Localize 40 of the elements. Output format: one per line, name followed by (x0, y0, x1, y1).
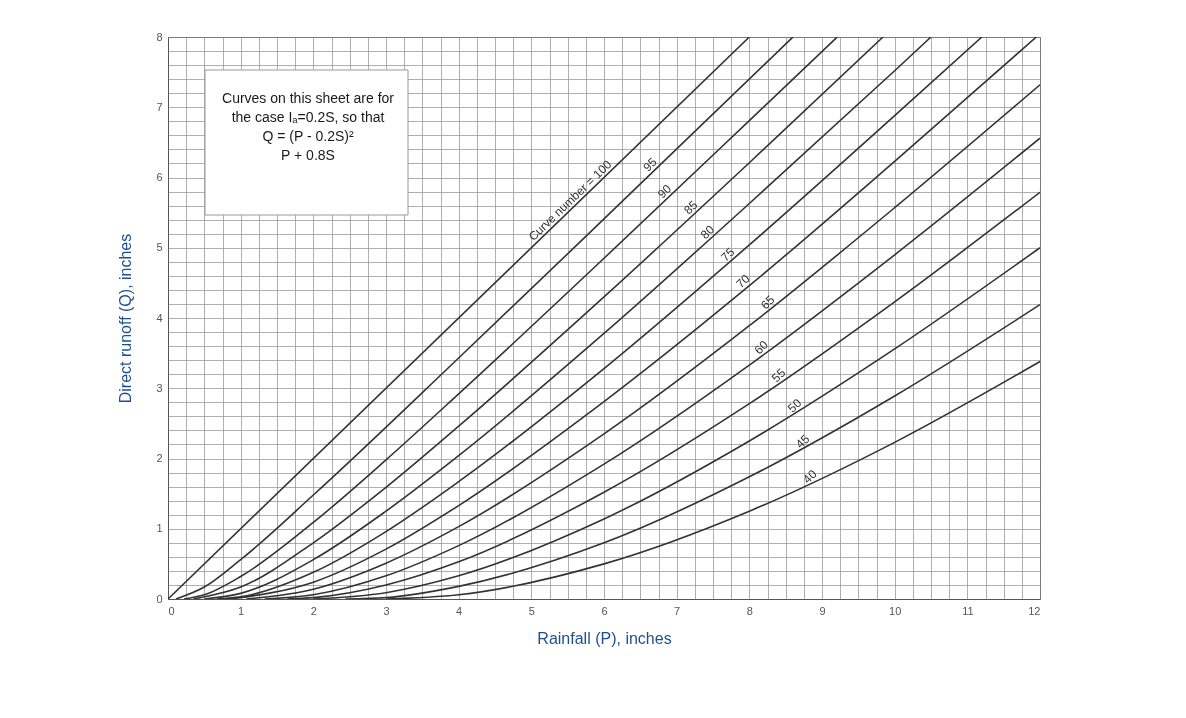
annotation: the case Iₐ=0.2S, so that (231, 109, 385, 125)
x-tick-label: 0 (168, 604, 175, 617)
y-tick-label: 3 (156, 381, 163, 394)
x-tick-label: 6 (601, 604, 608, 617)
x-tick-label: 9 (819, 604, 826, 617)
y-tick-label: 7 (156, 100, 163, 113)
y-tick-label: 6 (156, 171, 163, 183)
annotation: 80 (697, 222, 718, 242)
y-tick-label: 4 (156, 311, 163, 324)
annotation: 95 (640, 154, 660, 175)
x-axis-title: Rainfall (P), inches (537, 629, 672, 647)
x-tick-label: 10 (889, 604, 902, 617)
x-tick-label: 12 (1028, 604, 1041, 617)
x-tick-label: 8 (746, 604, 753, 617)
x-tick-label: 7 (674, 604, 681, 617)
annotation: 50 (784, 395, 805, 416)
annotation: Q = (P - 0.2S)² (262, 128, 354, 144)
annotation: 40 (800, 466, 820, 487)
y-tick-label: 1 (156, 522, 163, 535)
annotation: P + 0.8S (281, 147, 335, 163)
annotation: 60 (751, 337, 772, 358)
annotation: 70 (733, 271, 753, 292)
x-tick-label: 4 (456, 604, 463, 617)
x-tick-label: 5 (528, 604, 535, 617)
annotation: 55 (768, 365, 789, 386)
y-tick-label: 0 (156, 592, 163, 605)
y-tick-label: 5 (156, 241, 163, 254)
x-tick-label: 1 (238, 604, 245, 617)
annotation: 85 (681, 197, 701, 218)
x-tick-label: 3 (383, 604, 390, 617)
annotation: 90 (654, 181, 675, 202)
annotation: Curves on this sheet are for (222, 90, 395, 106)
annotation: 45 (792, 431, 813, 452)
annotation: 75 (718, 244, 738, 265)
annotation: 65 (758, 292, 778, 313)
y-tick-label: 2 (156, 452, 163, 464)
y-tick-label: 8 (156, 30, 163, 43)
x-tick-label: 11 (962, 604, 974, 617)
x-tick-label: 2 (310, 604, 317, 617)
y-axis-title: Direct runoff (Q), inches (117, 233, 135, 404)
